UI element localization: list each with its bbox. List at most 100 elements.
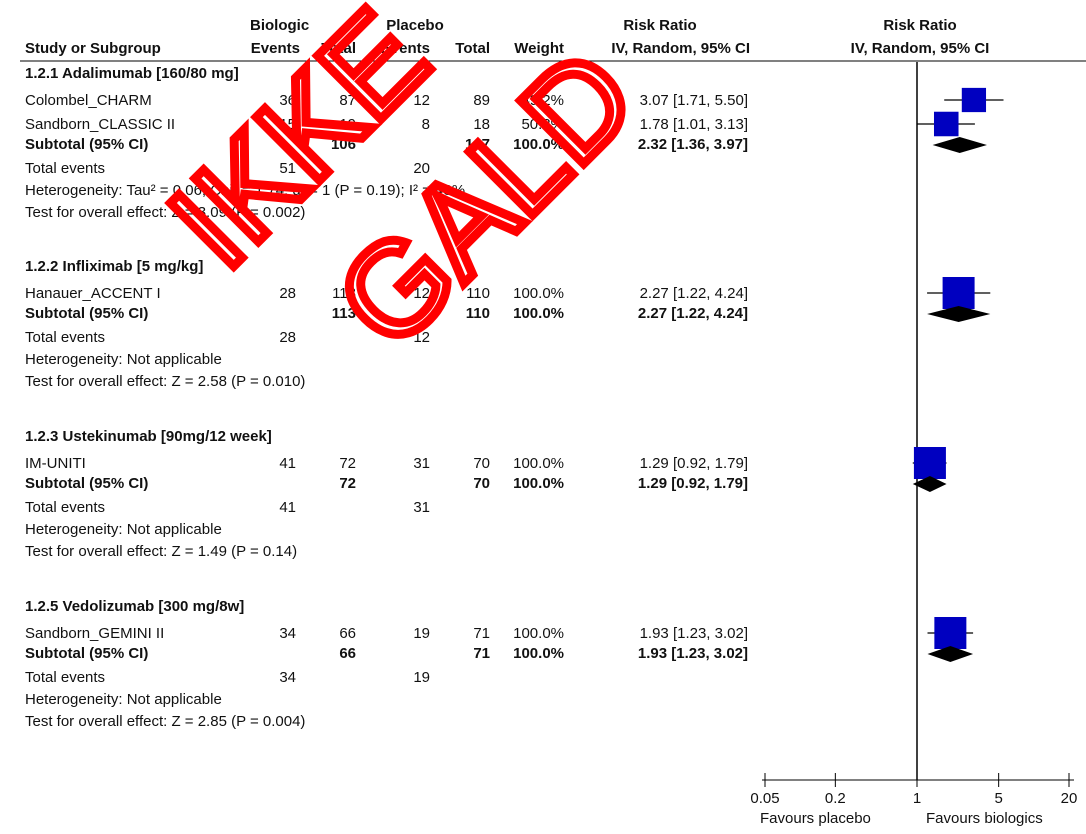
total-events1: 34 bbox=[279, 669, 296, 686]
total2-cell: 89 bbox=[473, 92, 490, 109]
total2-cell: 70 bbox=[473, 455, 490, 472]
events1-cell: 28 bbox=[279, 285, 296, 302]
events2-cell: 8 bbox=[421, 116, 430, 133]
subtotal-total1: 66 bbox=[339, 645, 356, 662]
events2-cell: 19 bbox=[413, 625, 430, 642]
subtotal-label: Subtotal (95% CI) bbox=[25, 645, 149, 662]
group2-header: Placebo bbox=[386, 17, 444, 34]
overall-effect-text: Test for overall effect: Z = 2.58 (P = 0… bbox=[25, 373, 306, 390]
group1-header: Biologic bbox=[250, 17, 310, 34]
total2-cell: 110 bbox=[466, 285, 490, 302]
total1-cell: 113 bbox=[332, 285, 356, 302]
events1-cell: 34 bbox=[279, 625, 296, 642]
subtotal-label: Subtotal (95% CI) bbox=[25, 305, 149, 322]
subtotal-total2: 107 bbox=[464, 136, 490, 153]
events2-cell: 12 bbox=[413, 285, 430, 302]
subtotal-total1: 113 bbox=[331, 305, 356, 322]
total2-cell: 18 bbox=[473, 116, 490, 133]
subgroup-title: 1.2.5 Vedolizumab [300 mg/8w] bbox=[25, 598, 245, 615]
ci-cell: 1.93 [1.23, 3.02] bbox=[639, 625, 748, 642]
x-tick-label: 20 bbox=[1061, 790, 1078, 807]
weight-cell: 100.0% bbox=[513, 625, 564, 642]
weight-header: Weight bbox=[514, 40, 564, 57]
subtotal-label: Subtotal (95% CI) bbox=[25, 136, 149, 153]
plot-title: Risk Ratio bbox=[883, 17, 957, 34]
x-tick-label: 5 bbox=[994, 790, 1002, 807]
subgroup-title: 1.2.1 Adalimumab [160/80 mg] bbox=[25, 65, 239, 82]
subtotal-diamond bbox=[927, 646, 974, 662]
heterogeneity-text: Heterogeneity: Not applicable bbox=[25, 351, 222, 368]
subtotal-diamond bbox=[912, 476, 947, 492]
subtotal-total2: 110 bbox=[465, 305, 490, 322]
total-events1: 41 bbox=[279, 499, 296, 516]
study-name: Hanauer_ACCENT I bbox=[25, 285, 161, 302]
total-events-label: Total events bbox=[25, 160, 106, 177]
subtotal-total2: 71 bbox=[473, 645, 490, 662]
total-events2: 31 bbox=[413, 499, 430, 516]
study-name: Sandborn_CLASSIC II bbox=[25, 116, 176, 133]
subtotal-ci: 1.93 [1.23, 3.02] bbox=[637, 645, 748, 662]
events1-cell: 36 bbox=[279, 92, 296, 109]
study-column-header: Study or Subgroup bbox=[25, 40, 161, 57]
total1-cell: 66 bbox=[339, 625, 356, 642]
x-tick-label: 1 bbox=[913, 790, 921, 807]
plot-method-header: IV, Random, 95% CI bbox=[850, 40, 990, 57]
events1-cell: 41 bbox=[279, 455, 296, 472]
ci-cell: 3.07 [1.71, 5.50] bbox=[639, 92, 748, 109]
heterogeneity-text: Heterogeneity: Not applicable bbox=[25, 521, 222, 538]
total-events2: 20 bbox=[413, 160, 430, 177]
total1-cell: 19 bbox=[339, 116, 356, 133]
ci-cell: 1.78 [1.01, 3.13] bbox=[639, 116, 748, 133]
total-events2: 12 bbox=[413, 329, 430, 346]
subtotal-weight: 100.0% bbox=[513, 645, 564, 662]
study-marker bbox=[961, 87, 987, 113]
subtotal-total1: 106 bbox=[330, 136, 356, 153]
heterogeneity-text: Heterogeneity: Not applicable bbox=[25, 691, 222, 708]
study-name: Sandborn_GEMINI II bbox=[25, 625, 165, 642]
subtotal-ci: 2.27 [1.22, 4.24] bbox=[637, 305, 748, 322]
method-header: IV, Random, 95% CI bbox=[611, 40, 750, 57]
events1-cell: 15 bbox=[279, 116, 296, 133]
events2-header: Events bbox=[380, 40, 430, 57]
total-events-label: Total events bbox=[25, 329, 106, 346]
ci-cell: 1.29 [0.92, 1.79] bbox=[639, 455, 748, 472]
overall-effect-text: Test for overall effect: Z = 3.09 (P = 0… bbox=[25, 204, 306, 221]
overall-effect-text: Test for overall effect: Z = 1.49 (P = 0… bbox=[25, 543, 298, 560]
total-events-label: Total events bbox=[25, 669, 106, 686]
events2-cell: 12 bbox=[413, 92, 430, 109]
overall-effect-text: Test for overall effect: Z = 2.85 (P = 0… bbox=[25, 713, 306, 730]
events1-header: Events bbox=[250, 40, 300, 57]
favours-right-label: Favours biologics bbox=[926, 810, 1043, 827]
study-marker bbox=[942, 277, 975, 309]
weight-cell: 50.8% bbox=[521, 116, 564, 133]
subtotal-weight: 100.0% bbox=[513, 305, 564, 322]
study-name: Colombel_CHARM bbox=[25, 92, 152, 109]
subtotal-label: Subtotal (95% CI) bbox=[25, 475, 149, 492]
subtotal-total2: 70 bbox=[473, 475, 490, 492]
subgroup-title: 1.2.2 Infliximab [5 mg/kg] bbox=[25, 258, 204, 275]
subtotal-diamond bbox=[927, 306, 991, 322]
subtotal-weight: 100.0% bbox=[513, 475, 564, 492]
weight-cell: 100.0% bbox=[513, 285, 564, 302]
heterogeneity-text: Heterogeneity: Tau² = 0.06; Chi² = 1.74,… bbox=[25, 182, 466, 199]
weight-cell: 49.2% bbox=[521, 92, 564, 109]
x-tick-label: 0.2 bbox=[825, 790, 846, 807]
events2-cell: 31 bbox=[413, 455, 430, 472]
total-events1: 51 bbox=[279, 160, 296, 177]
total-events2: 19 bbox=[413, 669, 430, 686]
subtotal-weight: 100.0% bbox=[513, 136, 564, 153]
ci-cell: 2.27 [1.22, 4.24] bbox=[639, 285, 748, 302]
total1-header: Total bbox=[321, 40, 356, 57]
subgroup-title: 1.2.3 Ustekinumab [90mg/12 week] bbox=[25, 428, 272, 445]
effect-title: Risk Ratio bbox=[623, 17, 697, 34]
study-marker bbox=[934, 617, 967, 649]
total2-cell: 71 bbox=[473, 625, 490, 642]
total2-header: Total bbox=[455, 40, 490, 57]
subtotal-ci: 2.32 [1.36, 3.97] bbox=[637, 136, 748, 153]
favours-left-label: Favours placebo bbox=[760, 810, 871, 827]
total1-cell: 87 bbox=[339, 92, 356, 109]
subtotal-total1: 72 bbox=[339, 475, 356, 492]
total-events1: 28 bbox=[279, 329, 296, 346]
weight-cell: 100.0% bbox=[513, 455, 564, 472]
